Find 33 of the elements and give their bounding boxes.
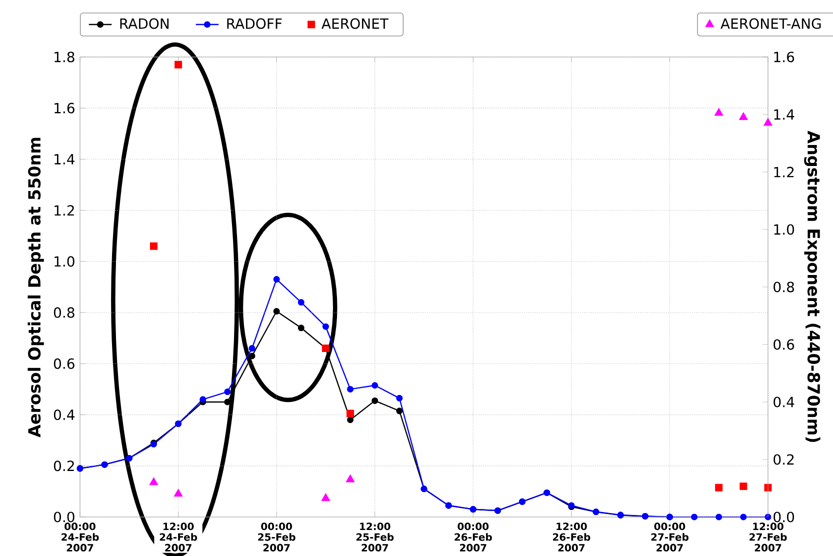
y-tick-label: 0.6 [54, 358, 74, 369]
x-tick-label: 12:00 27-Feb 2007 [750, 522, 787, 552]
y2-tick-label: 0.0 [774, 512, 794, 522]
y2-tick-label: 0.4 [774, 396, 794, 408]
y2-tick-label: 1.2 [774, 166, 794, 178]
y-tick-label: 0.0 [54, 512, 74, 522]
y2-tick-label: 1.4 [774, 109, 794, 120]
y-tick-label: 1.4 [54, 154, 74, 164]
x-tick-label: 00:00 24-Feb 2007 [62, 522, 99, 552]
y-tick-label: 1.8 [54, 52, 74, 62]
y-tick-label: 0.2 [54, 460, 74, 472]
legend-label: RADOFF [227, 18, 282, 29]
y2-tick-label: 0.6 [774, 339, 794, 350]
x-tick-label: 00:00 26-Feb 2007 [454, 522, 492, 552]
legend-label: RADON [120, 18, 169, 29]
y2-tick-label: 1.6 [774, 52, 794, 62]
y2-tick-label: 1.0 [774, 224, 794, 235]
x-tick-label: 00:00 27-Feb 2007 [651, 522, 688, 552]
y2-tick-label: 0.8 [774, 282, 794, 292]
x-tick-label: 12:00 24-Feb 2007 [160, 522, 198, 552]
legend-label: AERONET-ANG [720, 18, 821, 29]
y-tick-label: 0.8 [54, 307, 74, 318]
y-tick-label: 0.4 [54, 409, 74, 420]
y-tick-label: 1.2 [54, 205, 74, 216]
y-axis-title: Aerosol Optical Depth at 550nm [28, 138, 44, 438]
x-tick-label: 00:00 25-Feb 2007 [258, 522, 296, 552]
y2-axis-title: Angstrom Exponent (440-870nm) [804, 130, 820, 442]
x-tick-label: 12:00 26-Feb 2007 [552, 522, 590, 552]
y-tick-label: 1.0 [54, 256, 74, 267]
legend-label: AERONET [322, 18, 389, 29]
y2-tick-label: 0.2 [774, 454, 794, 465]
x-tick-label: 12:00 25-Feb 2007 [356, 522, 394, 552]
y-tick-label: 1.6 [54, 102, 74, 114]
